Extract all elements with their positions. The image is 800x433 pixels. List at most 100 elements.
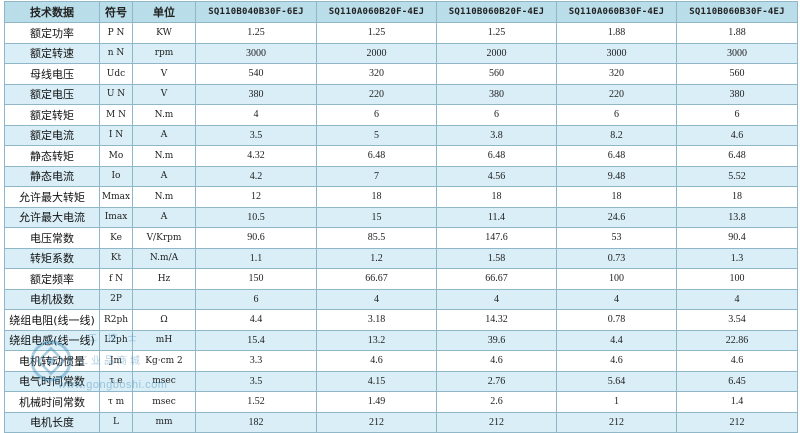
value-cell: 24.6 (556, 206, 677, 228)
param-cell: 电机极数 (4, 288, 100, 310)
table-row: 电机极数 2P 6 4 4 4 4 (4, 288, 798, 310)
value-cell: 18 (436, 186, 557, 208)
value-cell: 540 (195, 63, 317, 85)
table-row: 绕组电阻(线一线) R2ph Ω 4.4 3.18 14.32 0.78 3.54 (4, 309, 798, 331)
unit-cell: Kg·cm 2 (132, 350, 196, 372)
table-row: 额定转矩 M N N.m 4 6 6 6 6 (4, 104, 798, 126)
symbol-cell: Mo (99, 145, 133, 167)
value-cell: 2000 (436, 42, 557, 64)
symbol-cell: Mmax (99, 186, 133, 208)
value-cell: 212 (436, 411, 557, 433)
unit-cell: KW (132, 22, 196, 44)
value-cell: 7 (316, 165, 437, 187)
symbol-cell: I N (99, 124, 133, 146)
param-cell: 电机转动惯量 (4, 350, 100, 372)
param-cell: 允许最大转矩 (4, 186, 100, 208)
header-model-4: SQ110A060B30F-4EJ (556, 1, 677, 23)
value-cell: 90.6 (195, 227, 317, 249)
unit-cell: N.m (132, 145, 196, 167)
param-cell: 转矩系数 (4, 247, 100, 269)
symbol-cell: τ m (99, 391, 133, 413)
header-row: 技术数据 符号 单位 SQ110B040B30F-6EJ SQ110A060B2… (4, 1, 798, 23)
param-cell: 绕组电阻(线一线) (4, 309, 100, 331)
value-cell: 150 (195, 268, 317, 290)
unit-cell: mH (132, 329, 196, 351)
value-cell: 4.56 (436, 165, 557, 187)
value-cell: 6.48 (676, 145, 798, 167)
header-model-1: SQ110B040B30F-6EJ (195, 1, 317, 23)
header-model-2: SQ110A060B20F-4EJ (316, 1, 437, 23)
table-row: 机械时间常数 τ m msec 1.52 1.49 2.6 1 1.4 (4, 391, 798, 413)
value-cell: 53 (556, 227, 677, 249)
unit-cell: A (132, 165, 196, 187)
value-cell: 1.88 (556, 22, 677, 44)
table-row: 电压常数 Ke V/Krpm 90.6 85.5 147.6 53 90.4 (4, 227, 798, 249)
value-cell: 4.2 (195, 165, 317, 187)
unit-cell: Hz (132, 268, 196, 290)
value-cell: 6 (436, 104, 557, 126)
value-cell: 13.8 (676, 206, 798, 228)
table-row: 允许最大电流 Imax A 10.5 15 11.4 24.6 13.8 (4, 206, 798, 228)
value-cell: 12 (195, 186, 317, 208)
value-cell: 4.32 (195, 145, 317, 167)
value-cell: 18 (556, 186, 677, 208)
value-cell: 220 (556, 83, 677, 105)
symbol-cell: n N (99, 42, 133, 64)
symbol-cell: Io (99, 165, 133, 187)
symbol-cell: 2P (99, 288, 133, 310)
value-cell: 2.76 (436, 370, 557, 392)
value-cell: 6 (195, 288, 317, 310)
unit-cell: V (132, 63, 196, 85)
value-cell: 147.6 (436, 227, 557, 249)
unit-cell (132, 288, 196, 310)
table-row: 额定电流 I N A 3.5 5 3.8 8.2 4.6 (4, 124, 798, 146)
symbol-cell: L2ph (99, 329, 133, 351)
value-cell: 212 (676, 411, 798, 433)
value-cell: 6.48 (316, 145, 437, 167)
value-cell: 1.58 (436, 247, 557, 269)
header-param: 技术数据 (4, 1, 100, 23)
value-cell: 1.49 (316, 391, 437, 413)
value-cell: 182 (195, 411, 317, 433)
unit-cell: V/Krpm (132, 227, 196, 249)
value-cell: 3.54 (676, 309, 798, 331)
param-cell: 静态转矩 (4, 145, 100, 167)
symbol-cell: Jm (99, 350, 133, 372)
table-row: 静态转矩 Mo N.m 4.32 6.48 6.48 6.48 6.48 (4, 145, 798, 167)
param-cell: 额定转矩 (4, 104, 100, 126)
symbol-cell: Udc (99, 63, 133, 85)
symbol-cell: R2ph (99, 309, 133, 331)
value-cell: 212 (316, 411, 437, 433)
symbol-cell: U N (99, 83, 133, 105)
param-cell: 额定电流 (4, 124, 100, 146)
value-cell: 22.86 (676, 329, 798, 351)
value-cell: 6 (676, 104, 798, 126)
value-cell: 2000 (316, 42, 437, 64)
param-cell: 允许最大电流 (4, 206, 100, 228)
value-cell: 4 (436, 288, 557, 310)
value-cell: 15 (316, 206, 437, 228)
value-cell: 4.4 (556, 329, 677, 351)
unit-cell: V (132, 83, 196, 105)
unit-cell: A (132, 206, 196, 228)
value-cell: 4.4 (195, 309, 317, 331)
value-cell: 66.67 (316, 268, 437, 290)
value-cell: 100 (676, 268, 798, 290)
unit-cell: N.m (132, 104, 196, 126)
value-cell: 3.5 (195, 124, 317, 146)
value-cell: 1.25 (316, 22, 437, 44)
header-model-3: SQ110B060B20F-4EJ (436, 1, 557, 23)
param-cell: 静态电流 (4, 165, 100, 187)
value-cell: 3000 (676, 42, 798, 64)
symbol-cell: τ e (99, 370, 133, 392)
value-cell: 4.6 (676, 124, 798, 146)
value-cell: 85.5 (316, 227, 437, 249)
value-cell: 1.25 (436, 22, 557, 44)
header-unit: 单位 (132, 1, 196, 23)
value-cell: 6.45 (676, 370, 798, 392)
value-cell: 39.6 (436, 329, 557, 351)
header-symbol: 符号 (99, 1, 133, 23)
